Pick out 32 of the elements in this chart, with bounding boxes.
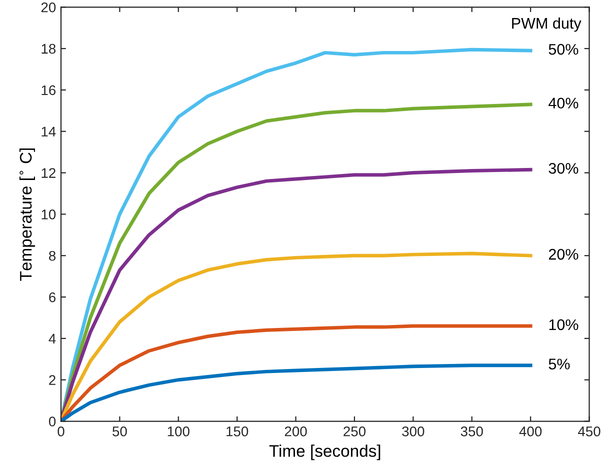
series-label: 50% bbox=[548, 44, 578, 55]
x-tick-label: 200 bbox=[284, 426, 307, 436]
y-axis-title: Temperature [$^{∘}$ C] bbox=[19, 148, 36, 281]
y-tick-label: 20 bbox=[41, 2, 56, 12]
y-tick-label: 14 bbox=[42, 126, 56, 136]
x-tick-label: 400 bbox=[519, 426, 542, 436]
line-series bbox=[61, 324, 532, 422]
y-tick-label: 2 bbox=[49, 375, 56, 385]
line-series bbox=[61, 364, 532, 422]
x-tick-label: 50 bbox=[112, 426, 127, 436]
y-tick-label: 12 bbox=[42, 168, 56, 178]
x-tick-label: 350 bbox=[460, 426, 483, 436]
y-tick-label: 8 bbox=[49, 250, 56, 261]
series-label: 20% bbox=[548, 248, 578, 260]
x-tick-label: 100 bbox=[168, 426, 190, 436]
x-tick-label: 250 bbox=[344, 426, 366, 436]
series-label: 5% bbox=[548, 358, 570, 370]
series-label: 30% bbox=[548, 162, 578, 174]
x-tick-label: 300 bbox=[402, 426, 424, 436]
y-tick-label: 6 bbox=[49, 292, 56, 302]
legend-title: PWM duty bbox=[512, 17, 582, 32]
y-tick-label: 0 bbox=[48, 416, 56, 426]
series-label: 40% bbox=[548, 98, 578, 109]
series-label: 10% bbox=[549, 319, 578, 330]
y-tick-label: 10 bbox=[42, 210, 56, 220]
x-tick-label: 150 bbox=[226, 426, 248, 436]
y-tick-label: 16 bbox=[42, 85, 56, 96]
x-tick-label: 450 bbox=[578, 426, 600, 436]
y-tick-label: 18 bbox=[42, 44, 56, 54]
x-tick-label: 0 bbox=[58, 426, 64, 436]
x-axis-title: Time [seconds] bbox=[269, 444, 380, 460]
y-tick-label: 4 bbox=[48, 334, 56, 344]
